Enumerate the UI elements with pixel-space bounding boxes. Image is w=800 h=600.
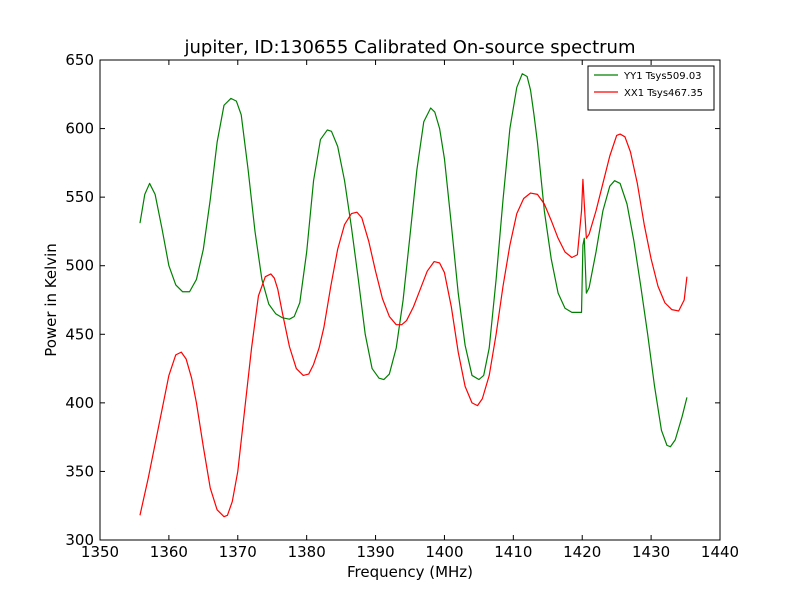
plot-area [99, 59, 721, 541]
y-tick-label: 600 [65, 120, 94, 138]
x-tick-label: 1430 [632, 543, 670, 561]
x-tick-label: 1380 [288, 543, 326, 561]
y-tick-label: 650 [65, 51, 94, 69]
series-line-0 [139, 73, 688, 448]
x-tick-label: 1360 [150, 543, 188, 561]
x-tick-label: 1390 [356, 543, 394, 561]
legend: YY1 Tsys509.03 XX1 Tsys467.35 [587, 65, 715, 111]
y-axis: 300 350 400 450 500 550 600 650 [65, 51, 720, 549]
series-line-1 [139, 133, 688, 518]
x-axis-label: Frequency (MHz) [347, 563, 473, 581]
legend-box [587, 65, 715, 111]
y-tick-label: 350 [65, 462, 94, 480]
x-tick-label: 1420 [563, 543, 601, 561]
y-tick-label: 400 [65, 394, 94, 412]
x-tick-label: 1440 [701, 543, 739, 561]
x-axis: 1350 1360 1370 1380 1390 1400 1410 1420 1430 1440 [81, 60, 739, 561]
y-tick-label: 300 [65, 531, 94, 549]
plot-frame [99, 59, 721, 541]
x-tick-label: 1370 [219, 543, 257, 561]
legend-label: XX1 Tsys467.35 [624, 88, 703, 99]
y-tick-label: 450 [65, 325, 94, 343]
legend-label: YY1 Tsys509.03 [623, 71, 702, 82]
series-layer [139, 73, 688, 518]
x-tick-label: 1400 [425, 543, 463, 561]
y-tick-label: 550 [65, 188, 94, 206]
x-tick-label: 1350 [81, 543, 119, 561]
y-tick-label: 500 [65, 257, 94, 275]
chart-title: jupiter, ID:130655 Calibrated On-source … [184, 37, 636, 58]
x-tick-label: 1410 [494, 543, 532, 561]
y-axis-label: Power in Kelvin [42, 243, 60, 357]
